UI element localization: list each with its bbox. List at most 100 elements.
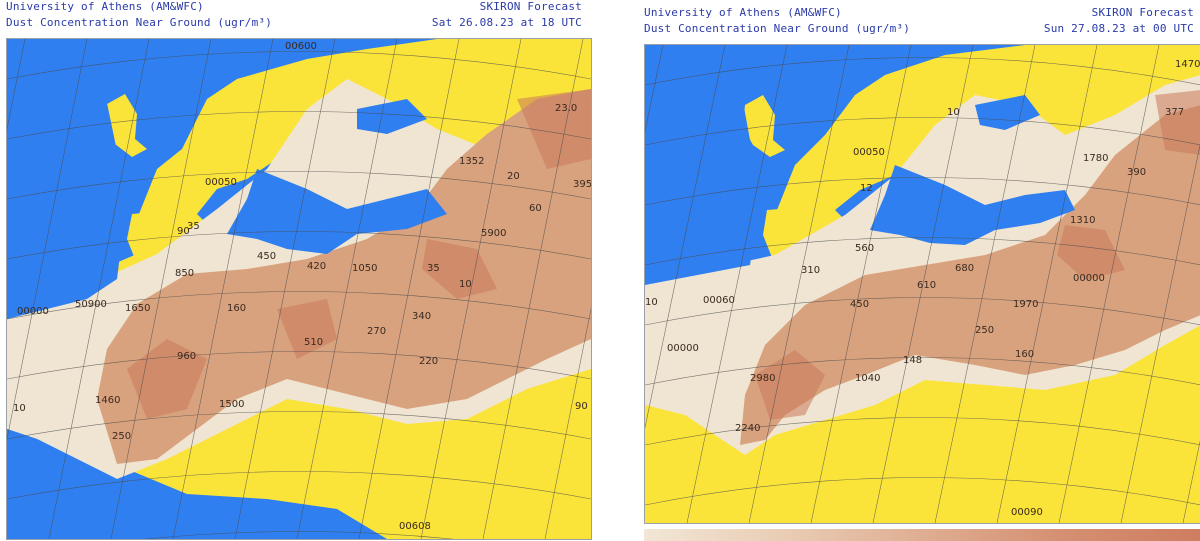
parallel-line <box>645 477 1200 506</box>
parallel-line <box>645 297 1200 326</box>
meridian-line <box>7 39 88 441</box>
dust-value-label: 1460 <box>95 395 120 406</box>
meridian-line <box>1120 143 1200 523</box>
meridian-line <box>48 39 150 539</box>
dust-value-label: 00000 <box>17 306 49 317</box>
parallel-line <box>7 471 591 500</box>
dust-value-label: 10 <box>459 279 472 290</box>
dust-value-label: 270 <box>367 326 386 337</box>
dust-value-label: 377 <box>1165 107 1184 118</box>
dust-value-label: 90 <box>177 226 190 237</box>
meridian-line <box>296 39 398 539</box>
field-label: Dust Concentration Near Ground (ugr/m³) <box>6 16 273 29</box>
dust-value-label: 160 <box>1015 349 1034 360</box>
medium-dust-region <box>740 105 1200 445</box>
parallel-line <box>645 57 1200 86</box>
dust-value-label: 390 <box>1127 167 1146 178</box>
institution-label: University of Athens (AM&WFC) <box>644 6 842 19</box>
parallel-line <box>645 237 1200 266</box>
meridian-line <box>7 39 26 131</box>
dust-value-label: 510 <box>304 337 323 348</box>
forecast-panel-1: University of Athens (AM&WFC) Dust Conce… <box>0 0 592 541</box>
dust-value-label: 1780 <box>1083 153 1108 164</box>
meridian-line <box>872 45 974 523</box>
dust-value-labels: 1470 377 10 1780 390 00050 12 1310 560 00000 680 31… <box>645 59 1200 518</box>
dust-value-label: 395 <box>573 179 591 190</box>
meridian-line <box>686 45 788 523</box>
forecast-time-label: Sun 27.08.23 at 00 UTC <box>1043 22 1194 35</box>
dust-value-label: 420 <box>307 261 326 272</box>
meridian-line <box>645 45 664 133</box>
parallel-line <box>645 357 1200 386</box>
dust-value-labels: 00600 23.0 1352 395 20 60 35 00050 90 5900 450 420 1… <box>13 41 591 532</box>
dust-value-label: 90 <box>575 401 588 412</box>
dust-value-label: 1470 <box>1175 59 1200 70</box>
dust-value-label: 450 <box>257 251 276 262</box>
meridian-line <box>172 39 274 539</box>
map-graticule <box>7 39 591 539</box>
forecast-time-label: Sat 26.08.23 at 18 UTC <box>431 16 582 29</box>
meridian-line <box>1058 45 1160 523</box>
dust-value-label: 160 <box>227 303 246 314</box>
meridian-line <box>934 45 1036 523</box>
dust-value-label: 23.0 <box>555 103 577 114</box>
parallel-line <box>7 51 591 80</box>
dust-value-label: 00090 <box>1011 507 1043 518</box>
medium-dust-region <box>97 89 591 464</box>
dust-value-label: 60 <box>529 203 542 214</box>
dust-value-label: 00608 <box>399 521 431 532</box>
dust-value-label: 680 <box>955 263 974 274</box>
dust-value-label: 00000 <box>667 343 699 354</box>
meridian-line <box>748 45 850 523</box>
meridian-line <box>645 45 726 429</box>
dust-value-label: 2980 <box>750 373 775 384</box>
dust-value-label: 250 <box>975 325 994 336</box>
dust-value-label: 00050 <box>853 147 885 158</box>
uk-land <box>743 95 785 157</box>
parallel-line <box>7 291 591 320</box>
dust-value-label: 1050 <box>352 263 377 274</box>
dust-value-label: 1500 <box>219 399 244 410</box>
dust-value-label: 250 <box>112 431 131 442</box>
meridian-line <box>1182 440 1200 523</box>
dust-value-label: 610 <box>917 280 936 291</box>
parallel-line <box>7 231 591 260</box>
dust-value-label: 1310 <box>1070 215 1095 226</box>
dust-value-label: 12 <box>860 183 873 194</box>
meridian-line <box>810 45 912 523</box>
dust-value-label: 10 <box>645 297 658 308</box>
dust-value-label: 20 <box>507 171 520 182</box>
institution-label: University of Athens (AM&WFC) <box>6 0 204 13</box>
dust-value-label: 5900 <box>481 228 506 239</box>
dust-value-label: 10 <box>13 403 26 414</box>
dust-value-label: 00050 <box>205 177 237 188</box>
dust-value-label: 850 <box>175 268 194 279</box>
parallel-line <box>645 117 1200 146</box>
meridian-line <box>358 39 460 539</box>
model-label: SKIRON Forecast <box>1091 6 1194 19</box>
dust-value-label: 960 <box>177 351 196 362</box>
dust-value-label: 35 <box>187 221 200 232</box>
dust-value-label: 1650 <box>125 303 150 314</box>
meridian-line <box>420 39 522 539</box>
dust-value-label: 220 <box>419 356 438 367</box>
dust-map: 1470 377 10 1780 390 00050 12 1310 560 00000 680 31… <box>644 44 1200 524</box>
dust-value-label: 1040 <box>855 373 880 384</box>
high-dust-region <box>127 89 591 419</box>
dust-value-label: 10 <box>947 107 960 118</box>
uk-land <box>105 94 147 157</box>
meridian-line <box>234 39 336 539</box>
high-dust-region <box>755 90 1200 420</box>
dust-value-label: 340 <box>412 311 431 322</box>
meridian-line <box>996 45 1098 523</box>
sea-inlets <box>645 45 1075 285</box>
dust-value-label: 00600 <box>285 41 317 52</box>
dust-map-svg: 1470 377 10 1780 390 00050 12 1310 560 00000 680 31… <box>645 45 1200 523</box>
dust-value-label: 310 <box>801 265 820 276</box>
dust-value-label: 00060 <box>703 295 735 306</box>
parallel-line <box>7 111 591 140</box>
dust-map-svg: 00600 23.0 1352 395 20 60 35 00050 90 5900 450 420 1… <box>7 39 591 539</box>
field-label: Dust Concentration Near Ground (ugr/m³) <box>644 22 911 35</box>
meridian-line <box>110 39 212 539</box>
meridian-line <box>482 39 584 539</box>
